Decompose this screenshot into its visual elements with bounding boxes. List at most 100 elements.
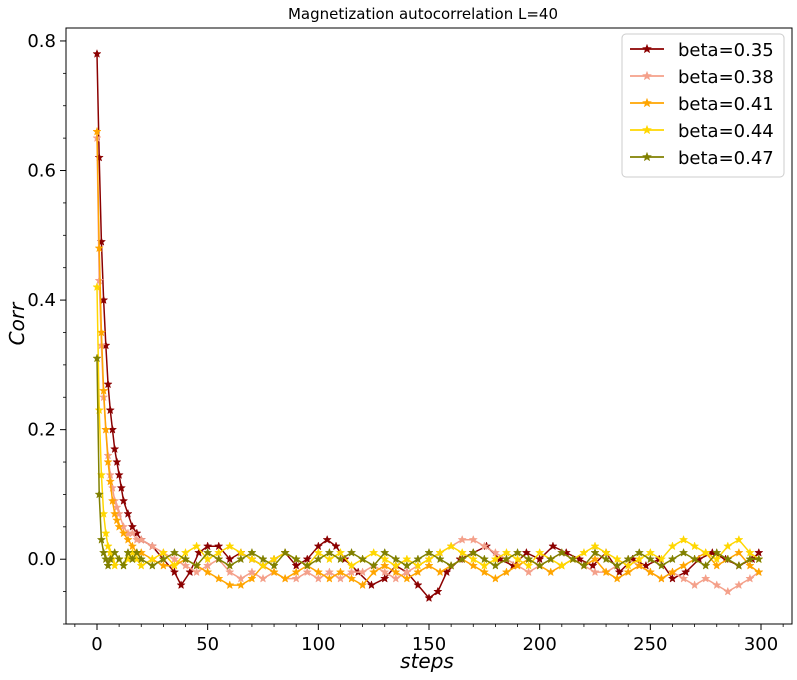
data-point — [700, 560, 711, 570]
data-point — [468, 560, 478, 570]
data-point — [590, 554, 600, 564]
data-point — [734, 534, 744, 544]
data-point — [136, 560, 146, 570]
x-tick-label: 0 — [91, 634, 102, 655]
data-point — [754, 567, 764, 577]
data-point — [127, 554, 138, 564]
data-point — [391, 567, 401, 577]
legend-label: beta=0.41 — [678, 94, 774, 115]
data-point — [634, 547, 644, 557]
data-point — [107, 495, 118, 505]
data-point — [479, 541, 490, 551]
x-tick-label: 50 — [196, 634, 219, 655]
x-tick-label: 100 — [301, 634, 335, 655]
data-point — [169, 560, 180, 570]
data-point — [402, 573, 412, 583]
data-point — [258, 560, 268, 570]
data-point — [479, 560, 490, 570]
data-point — [380, 573, 390, 583]
data-point — [468, 534, 478, 544]
data-point — [103, 560, 113, 570]
data-point — [368, 547, 379, 557]
data-point — [568, 554, 578, 564]
data-point — [745, 573, 755, 583]
data-point — [103, 541, 113, 551]
data-point — [136, 534, 146, 544]
data-point — [291, 554, 301, 564]
data-point — [479, 567, 490, 577]
series-layer — [92, 48, 764, 603]
data-point — [623, 567, 633, 577]
series-4 — [92, 353, 764, 570]
data-point — [191, 560, 202, 570]
data-point — [225, 541, 235, 551]
data-point — [123, 508, 133, 518]
data-point — [112, 457, 122, 467]
chart-title: Magnetization autocorrelation L=40 — [288, 5, 558, 23]
data-point — [521, 547, 532, 557]
data-point — [346, 560, 357, 570]
data-point — [127, 528, 138, 538]
data-point — [280, 573, 290, 583]
data-point — [118, 560, 129, 570]
legend-item: beta=0.41 — [630, 94, 774, 115]
data-point — [324, 547, 335, 557]
data-point — [512, 560, 523, 570]
data-point — [601, 567, 611, 577]
legend-item: beta=0.38 — [630, 67, 774, 88]
x-tick-label: 300 — [744, 634, 778, 655]
data-point — [590, 547, 600, 557]
data-point — [112, 515, 122, 525]
data-point — [468, 547, 478, 557]
data-point — [158, 560, 169, 570]
data-point — [346, 573, 357, 583]
data-point — [105, 554, 115, 564]
data-point — [612, 573, 622, 583]
data-point — [689, 541, 700, 551]
data-point — [681, 567, 691, 577]
data-point — [169, 547, 180, 557]
data-point — [357, 567, 368, 577]
data-point — [678, 560, 689, 570]
data-point — [548, 541, 558, 551]
data-point — [457, 534, 467, 544]
data-point — [280, 547, 290, 557]
legend-label: beta=0.47 — [678, 148, 774, 169]
data-point — [667, 541, 678, 551]
legend-label: beta=0.35 — [678, 40, 774, 61]
data-point — [94, 152, 104, 162]
data-point — [380, 554, 390, 564]
data-point — [468, 554, 478, 564]
data-point — [103, 457, 113, 467]
x-tick-label: 150 — [412, 634, 446, 655]
data-point — [745, 554, 755, 564]
data-point — [689, 580, 700, 590]
data-point — [424, 554, 434, 564]
data-point — [191, 541, 202, 551]
data-point — [601, 554, 611, 564]
data-point — [202, 547, 213, 557]
data-point — [446, 541, 456, 551]
data-point — [734, 580, 744, 590]
data-point — [110, 444, 120, 454]
data-point — [136, 554, 146, 564]
data-point — [94, 275, 104, 285]
legend-item: beta=0.44 — [630, 121, 774, 142]
data-point — [413, 580, 423, 590]
data-point — [258, 573, 268, 583]
data-point — [94, 243, 104, 253]
data-point — [105, 405, 115, 415]
data-point — [105, 476, 115, 486]
data-point — [413, 560, 423, 570]
data-point — [324, 554, 335, 564]
data-point — [101, 528, 111, 538]
data-point — [92, 353, 102, 363]
data-point — [236, 580, 246, 590]
data-point — [147, 560, 158, 570]
data-point — [667, 573, 678, 583]
data-point — [490, 573, 501, 583]
data-point — [92, 282, 102, 292]
data-point — [214, 573, 224, 583]
data-point — [535, 547, 545, 557]
